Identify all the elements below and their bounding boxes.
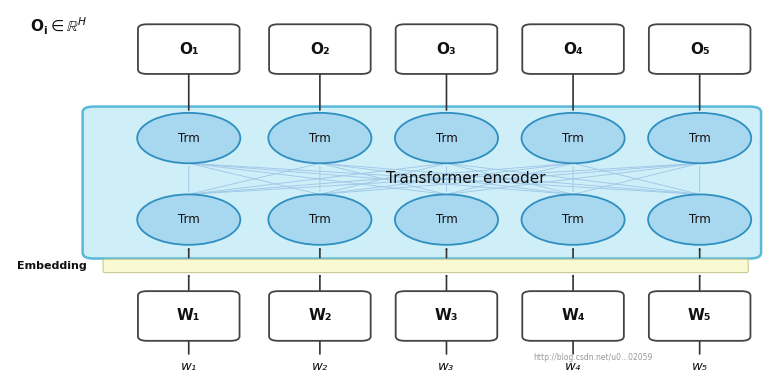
Text: Trm: Trm [309,213,331,226]
Text: Trm: Trm [689,213,710,226]
Text: Transformer encoder: Transformer encoder [386,171,545,186]
FancyBboxPatch shape [396,291,497,341]
Text: w₄: w₄ [565,360,581,373]
Text: $\mathbf{O_i} \in \mathbb{R}^H$: $\mathbf{O_i} \in \mathbb{R}^H$ [30,16,87,37]
Ellipse shape [521,194,625,245]
Text: O₄: O₄ [563,42,583,56]
Text: w₅: w₅ [692,360,708,373]
Text: O₅: O₅ [689,42,710,56]
Ellipse shape [395,194,498,245]
FancyBboxPatch shape [649,24,750,74]
FancyBboxPatch shape [83,106,761,258]
FancyBboxPatch shape [396,24,497,74]
Ellipse shape [268,113,372,163]
FancyBboxPatch shape [649,291,750,341]
Text: O₃: O₃ [436,42,456,56]
Text: W₃: W₃ [435,309,458,324]
Text: W₂: W₂ [308,309,332,324]
Text: W₅: W₅ [688,309,711,324]
FancyBboxPatch shape [269,24,371,74]
Ellipse shape [137,194,240,245]
FancyBboxPatch shape [522,291,624,341]
Text: Trm: Trm [178,132,199,144]
Text: Trm: Trm [435,213,457,226]
Ellipse shape [648,194,751,245]
Text: Embedding: Embedding [16,261,86,271]
FancyBboxPatch shape [522,24,624,74]
FancyBboxPatch shape [103,259,748,273]
Text: Trm: Trm [562,132,584,144]
Text: W₄: W₄ [561,309,585,324]
Text: Trm: Trm [435,132,457,144]
Ellipse shape [268,194,372,245]
Text: O₂: O₂ [310,42,330,56]
Text: http://blog.csdn.net/u0...02059: http://blog.csdn.net/u0...02059 [534,353,653,362]
Ellipse shape [648,113,751,163]
Text: w₃: w₃ [439,360,455,373]
Ellipse shape [521,113,625,163]
Text: O₁: O₁ [179,42,199,56]
Text: Trm: Trm [178,213,199,226]
Text: Trm: Trm [689,132,710,144]
Text: W₁: W₁ [177,309,200,324]
FancyBboxPatch shape [138,291,239,341]
Ellipse shape [137,113,240,163]
FancyBboxPatch shape [138,24,239,74]
Text: Trm: Trm [309,132,331,144]
FancyBboxPatch shape [269,291,371,341]
Text: Trm: Trm [562,213,584,226]
Text: w₂: w₂ [312,360,328,373]
Ellipse shape [395,113,498,163]
Text: w₁: w₁ [181,360,197,373]
